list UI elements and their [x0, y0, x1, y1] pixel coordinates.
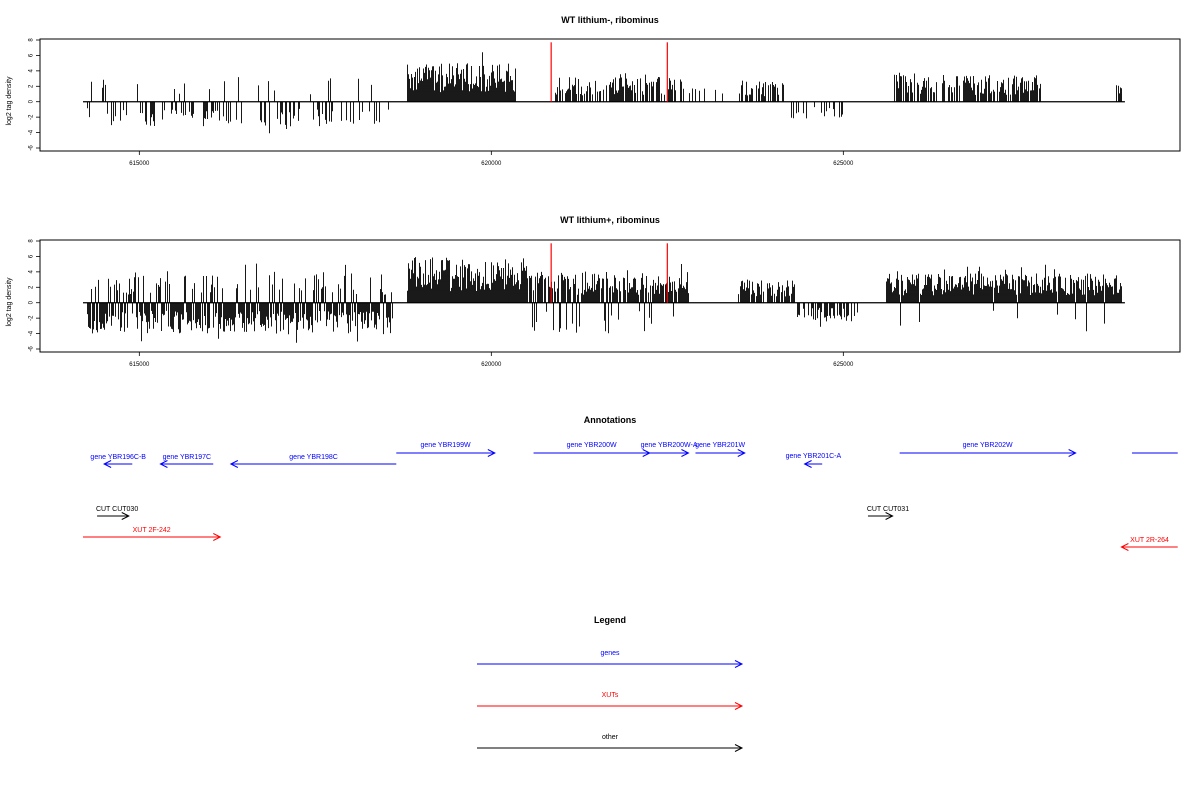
arrow-head	[487, 449, 496, 457]
y-tick-label: 4	[29, 69, 35, 73]
arrow-head	[103, 460, 112, 468]
arrow-head	[681, 449, 690, 457]
feature-label: CUT CUT031	[867, 506, 909, 513]
legend-label: XUTs	[602, 692, 619, 699]
y-tick-label: -4	[29, 129, 35, 135]
annotation-feature: gene YBR198C	[229, 454, 397, 468]
y-tick-label: 8	[29, 38, 35, 42]
arrow-head	[803, 460, 812, 468]
legend-entries: genes XUTs other	[477, 650, 744, 752]
feature-label: gene YBR201W	[695, 442, 745, 449]
annotation-feature: gene YBR201W	[695, 442, 746, 457]
y-tick-label: 8	[29, 239, 35, 243]
annotations-title: Annotations	[584, 415, 637, 425]
legend-entry: genes	[477, 650, 744, 668]
track-title: WT lithium-, ribominus	[561, 15, 659, 25]
annotation-feature: gene YBR196C-B	[90, 454, 146, 468]
arrow-head	[229, 460, 239, 468]
density-bars	[87, 257, 1122, 343]
legend-label: genes	[600, 650, 620, 657]
track-panel-lithium-plus: WT lithium+, ribominus log2 tag density …	[6, 215, 1181, 368]
arrow-head	[885, 512, 894, 520]
legend-section: Legend genes XUTs other	[477, 615, 744, 752]
legend-label: other	[602, 734, 619, 741]
arrow-head	[159, 460, 168, 468]
y-tick-label: -4	[29, 330, 35, 336]
y-tick-label: 2	[29, 285, 35, 289]
feature-label: CUT CUT030	[96, 506, 138, 513]
annotation-feature: CUT CUT031	[867, 506, 909, 520]
arrow-head	[737, 449, 746, 457]
x-tick-label: 625000	[833, 161, 854, 167]
y-axis-label: log2 tag density	[6, 277, 13, 327]
feature-label: XUT 2R-264	[1130, 537, 1169, 544]
y-tick-label: 6	[29, 53, 35, 57]
plot-area: -6 -4 -2 0 2 4 6 8 615000 620000 625000	[29, 38, 1181, 167]
legend-entry: other	[477, 734, 744, 752]
y-tick-label: 0	[29, 99, 35, 103]
feature-label: gene YBR201C-A	[786, 453, 842, 460]
annotation-feature: gene YBR197C	[159, 454, 214, 468]
y-tick-label: 0	[29, 300, 35, 304]
arrow-head	[734, 744, 744, 752]
annotation-feature: CUT CUT030	[96, 506, 138, 520]
feature-label: gene YBR200W	[567, 442, 617, 449]
annotation-features: gene YBR196C-B gene YBR197C gene YBR198C ge…	[83, 442, 1178, 551]
feature-label: gene YBR197C	[163, 454, 212, 461]
annotation-feature: gene YBR202W	[899, 442, 1077, 457]
y-tick-label: -2	[29, 315, 35, 321]
arrow-head	[121, 512, 130, 520]
y-tick-label: 6	[29, 254, 35, 258]
arrow-head	[734, 660, 744, 668]
annotations-section: Annotations gene YBR196C-B gene YBR197C ge…	[83, 415, 1178, 551]
plot-frame	[39, 38, 1181, 152]
plot-area: -6 -4 -2 0 2 4 6 8 615000 620000 625000	[29, 239, 1181, 368]
y-tick-label: 2	[29, 84, 35, 88]
x-tick-label: 615000	[129, 161, 150, 167]
feature-label: XUT 2F-242	[133, 527, 171, 534]
y-axis-label: log2 tag density	[6, 76, 13, 126]
feature-label: gene YBR200W-A	[641, 442, 698, 449]
arrow-head	[213, 533, 222, 541]
x-tick-label: 620000	[481, 362, 502, 368]
plot-frame	[39, 239, 1181, 353]
annotation-feature: XUT 2F-242	[83, 527, 222, 541]
feature-label: gene YBR198C	[289, 454, 338, 461]
y-tick-label: -6	[29, 346, 35, 352]
x-tick-label: 615000	[129, 362, 150, 368]
x-tick-label: 620000	[481, 161, 502, 167]
annotation-feature: XUT 2R-264	[1120, 537, 1178, 551]
annotation-feature: gene YBR199W	[396, 442, 496, 457]
y-tick-label: 4	[29, 270, 35, 274]
annotation-feature: gene YBR200W-A	[641, 442, 698, 457]
density-bars	[87, 52, 1122, 134]
x-tick-label: 625000	[833, 362, 854, 368]
feature-label: gene YBR199W	[421, 442, 471, 449]
legend-title: Legend	[594, 615, 626, 625]
y-tick-label: -6	[29, 145, 35, 151]
arrow-head	[1120, 543, 1129, 551]
arrow-head	[734, 702, 744, 710]
y-tick-label: -2	[29, 114, 35, 120]
track-title: WT lithium+, ribominus	[560, 215, 660, 225]
track-panel-lithium-minus: WT lithium-, ribominus log2 tag density …	[6, 15, 1181, 167]
arrow-head	[1068, 449, 1077, 457]
feature-label: gene YBR202W	[963, 442, 1013, 449]
annotation-feature: gene YBR201C-A	[786, 453, 842, 468]
feature-label: gene YBR196C-B	[90, 454, 146, 461]
legend-entry: XUTs	[477, 692, 744, 710]
